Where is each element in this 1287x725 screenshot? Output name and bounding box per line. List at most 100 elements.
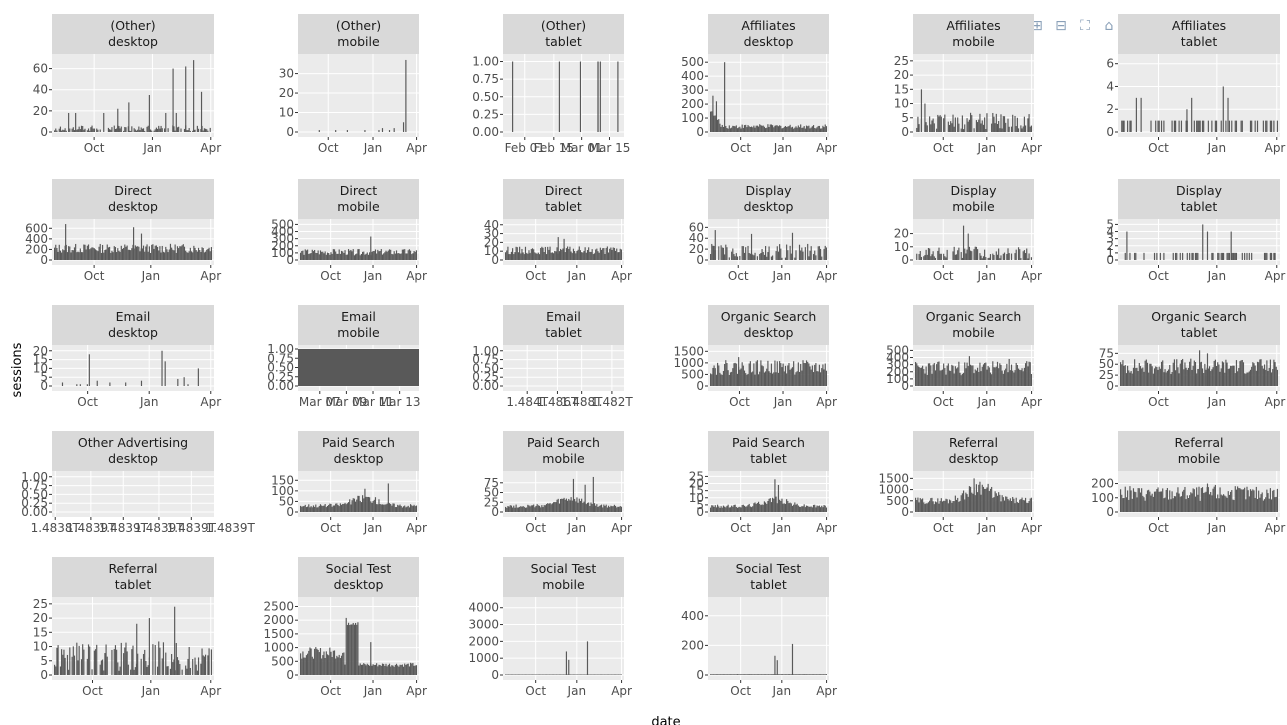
bar <box>760 125 762 132</box>
bar <box>987 366 989 386</box>
bar <box>325 651 327 675</box>
bar <box>316 507 318 512</box>
home-icon[interactable]: ⌂ <box>1104 18 1114 34</box>
bar <box>109 129 111 132</box>
bar <box>535 253 537 260</box>
zoom-out-icon[interactable]: ⊟ <box>1055 18 1067 34</box>
bar <box>592 674 594 675</box>
bar <box>1008 358 1010 386</box>
bar <box>1242 489 1245 512</box>
autoscale-icon[interactable]: ⛶ <box>1080 18 1090 34</box>
y-tick-label: 60 <box>689 220 704 234</box>
bar <box>373 499 375 512</box>
bar-series <box>710 230 827 260</box>
bar <box>731 371 733 386</box>
bar <box>749 126 751 132</box>
x-tick-label: Oct <box>933 395 954 409</box>
bar <box>183 128 186 132</box>
bar <box>960 128 962 132</box>
bar <box>981 484 983 512</box>
bar <box>1190 492 1192 512</box>
bar <box>125 127 127 132</box>
bar <box>315 647 317 675</box>
bar <box>815 363 817 386</box>
bar <box>181 245 183 260</box>
bar <box>927 502 930 512</box>
bar <box>383 253 385 260</box>
y-tick-label: 1500 <box>263 627 294 641</box>
bar <box>206 249 208 260</box>
y-tick-label: 2 <box>1106 102 1114 116</box>
bar <box>1244 373 1246 386</box>
bar <box>943 253 945 260</box>
bar <box>770 124 773 132</box>
bar <box>125 642 127 675</box>
y-tick-label: 1500 <box>878 471 909 485</box>
bar <box>575 501 577 512</box>
bar <box>344 250 346 260</box>
bar <box>402 122 405 132</box>
bar <box>958 501 960 512</box>
bar <box>154 129 156 132</box>
bar <box>817 246 819 260</box>
bar <box>524 246 527 260</box>
bar <box>1273 120 1275 132</box>
bar <box>1014 115 1016 132</box>
bar <box>526 253 528 260</box>
facet-strip <box>52 14 214 54</box>
bar <box>188 251 190 260</box>
bar <box>507 506 509 512</box>
bar <box>920 89 923 132</box>
bar <box>988 367 990 386</box>
bar <box>346 624 348 675</box>
bar <box>337 504 339 512</box>
zoom-in-icon[interactable]: ⊞ <box>1031 18 1043 34</box>
bar <box>924 373 926 386</box>
bar <box>756 674 758 675</box>
bar <box>731 251 733 260</box>
bar <box>783 503 785 512</box>
bar <box>406 506 408 512</box>
bar <box>919 367 921 386</box>
bar <box>754 252 756 260</box>
bar <box>786 244 788 260</box>
bar <box>1233 500 1235 512</box>
bar <box>58 244 60 260</box>
bar <box>1002 373 1004 386</box>
bar <box>1160 120 1163 132</box>
bar <box>915 497 917 512</box>
bar <box>726 127 728 132</box>
bar <box>977 249 979 260</box>
y-tick-label: 20 <box>689 242 704 256</box>
bar <box>404 505 406 512</box>
bar <box>985 129 987 132</box>
bar <box>162 251 165 260</box>
bar <box>811 674 813 675</box>
bar <box>1256 120 1259 132</box>
bar <box>538 254 541 260</box>
bar <box>146 126 148 132</box>
bar <box>931 497 933 512</box>
bar <box>87 128 90 132</box>
bar <box>762 366 764 386</box>
bar <box>331 253 333 260</box>
bar <box>1245 499 1247 512</box>
x-tick-label: Jan <box>363 141 383 155</box>
y-tick-label: 50 <box>1099 357 1114 371</box>
bar <box>55 244 57 260</box>
bar <box>960 495 962 512</box>
bar <box>978 484 980 512</box>
bar <box>131 649 133 675</box>
bar <box>565 498 568 512</box>
bar <box>786 373 788 386</box>
y-tick-label: 100 <box>1091 491 1114 505</box>
bar <box>796 127 798 132</box>
bar <box>558 251 560 260</box>
bar <box>366 663 368 675</box>
bar <box>747 125 749 132</box>
bar <box>96 250 98 260</box>
bar <box>1157 487 1159 512</box>
bar <box>134 245 136 260</box>
bar <box>728 674 730 675</box>
